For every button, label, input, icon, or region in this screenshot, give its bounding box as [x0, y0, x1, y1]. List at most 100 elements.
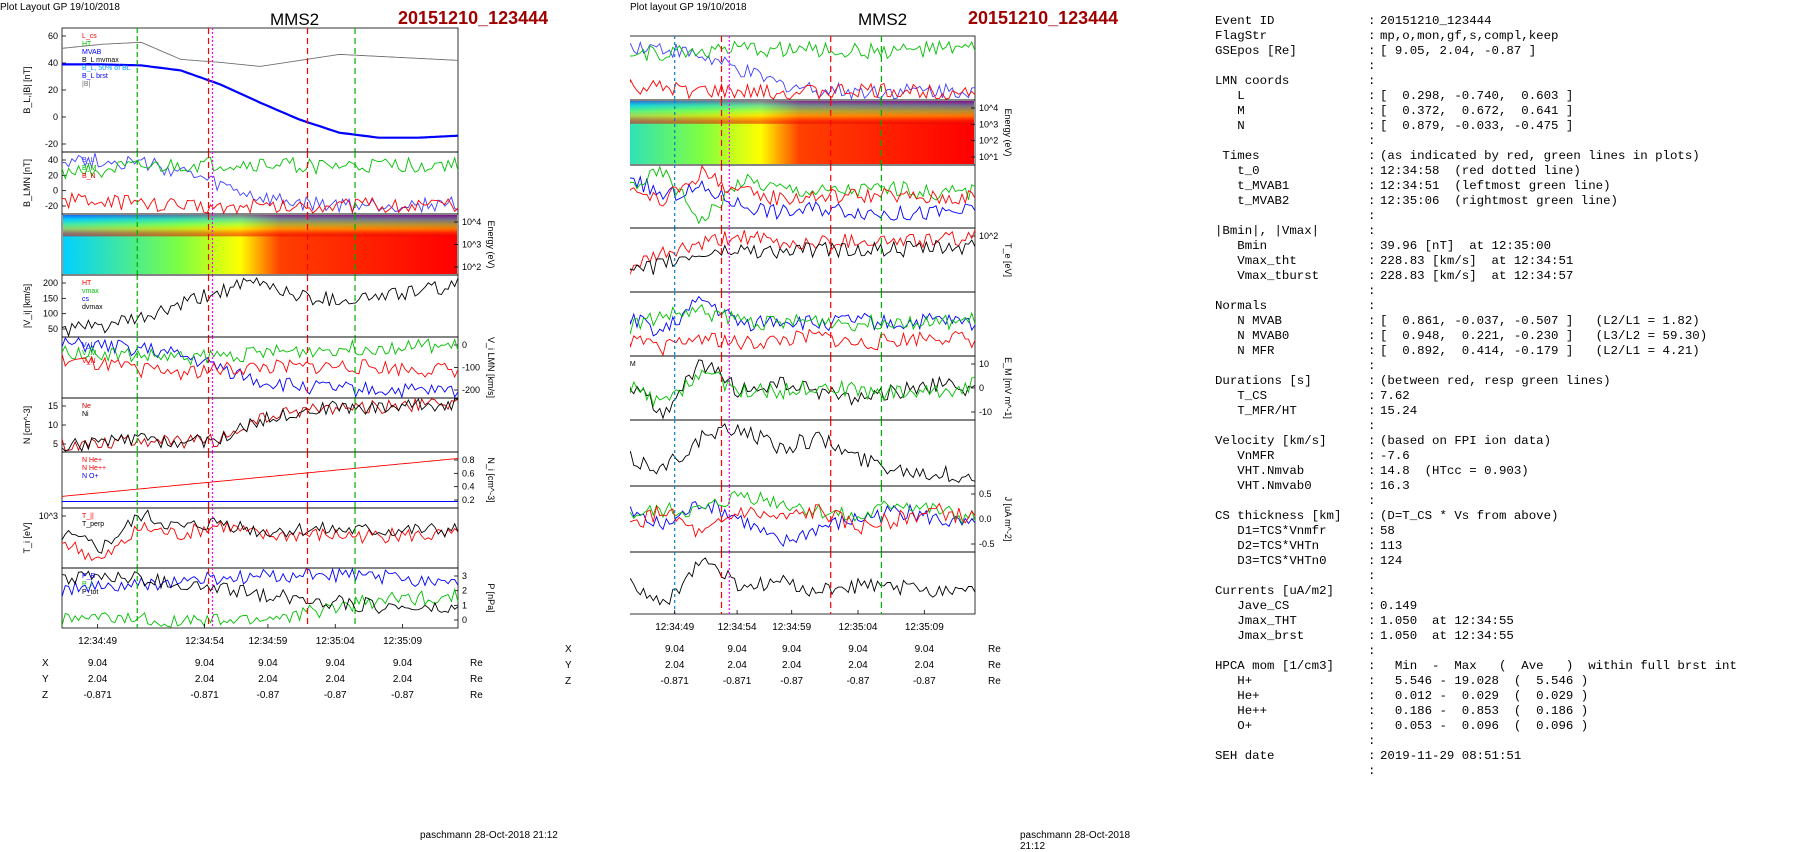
y-axis-label: |V_i| [km/s]: [22, 284, 32, 328]
summary-row: Jave_CS:0.149: [1215, 599, 1800, 614]
series-line--b-: [61, 41, 459, 67]
coord-value: 2.04: [325, 674, 345, 685]
y-axis-label: N_i [cm^-3]: [486, 457, 496, 502]
footer-label: paschmann 28-Oct-2018 21:12: [420, 830, 558, 841]
summary-key: GSEpos [Re]: [1215, 44, 1297, 58]
legend-entry: V_N: [82, 358, 96, 365]
x-tick-label: 12:35:09: [905, 622, 944, 633]
summary-row: Jmax_brst:1.050 at 12:34:55: [1215, 629, 1800, 644]
summary-colon: :: [1368, 149, 1376, 163]
y-tick-label: 3: [462, 571, 467, 581]
summary-colon: :: [1368, 719, 1376, 733]
chart-panel: 0.50.0-0.5J [uA m^-2]J_LJ_MJ_N: [630, 485, 1013, 553]
legend-entry: V_M: [82, 350, 97, 357]
summary-key: H+: [1215, 674, 1253, 688]
summary-colon: :: [1368, 419, 1376, 433]
coord-value: -0.87: [391, 690, 414, 701]
legend-entry: T_perp: [82, 521, 104, 528]
series-line-j-m: [630, 490, 976, 525]
x-tick-label: 12:35:09: [383, 636, 422, 647]
series-line-b-l: [630, 40, 976, 101]
summary-row: T_MFR/HT:15.24: [1215, 404, 1800, 419]
series-line-t-: [61, 520, 459, 562]
panel-frame: [630, 551, 976, 615]
summary-colon: :: [1368, 179, 1376, 193]
chart-panel: 100-10E_M [mV m^-1](VexB)_ME_M: [630, 355, 1013, 421]
y-tick-label: 0: [53, 112, 58, 122]
y-tick-label: 0.8: [462, 455, 475, 465]
spacecraft-label: MMS2: [858, 10, 908, 29]
summary-row: :: [1215, 209, 1800, 224]
y-axis-label: B_L,|B| [nT]: [22, 66, 32, 113]
summary-row: Event ID:20151210_123444: [1215, 14, 1800, 29]
summary-value: 0.053 - 0.096 ( 0.096 ): [1380, 719, 1589, 733]
panel-frame: [61, 451, 459, 509]
coord-value: 2.04: [258, 674, 278, 685]
series-line--vexb-m: [630, 359, 976, 420]
y-axis-label: N [cm^-3]: [22, 406, 32, 444]
spectrogram-band: [630, 101, 974, 124]
y-tick-label: 200: [43, 278, 58, 288]
summary-colon: :: [1368, 29, 1376, 43]
y-tick-label: 10: [48, 420, 58, 430]
panel-frame: [61, 274, 459, 338]
y-tick-label: 150: [43, 293, 58, 303]
legend-entry: HT: [82, 41, 92, 48]
summary-row: He++: 0.186 - 0.853 ( 0.186 ): [1215, 704, 1800, 719]
legend-entry: L_cs: [82, 33, 97, 40]
coord-label: X: [42, 658, 49, 669]
y-tick-label: 20: [48, 85, 58, 95]
y-tick-label: 5: [53, 439, 58, 449]
summary-key: O+: [1215, 719, 1253, 733]
summary-key: |Bmin|, |Vmax|: [1215, 224, 1320, 238]
summary-value: [ 0.948, 0.221, -0.230 ] (L3/L2 = 59.30): [1380, 329, 1708, 343]
summary-key: t_MVAB1: [1215, 179, 1290, 193]
summary-value: 0.186 - 0.853 ( 0.186 ): [1380, 704, 1589, 718]
coord-value: 9.04: [914, 644, 935, 655]
legend-entry: HT: [82, 280, 92, 287]
summary-row: H+: 5.546 - 19.028 ( 5.546 ): [1215, 674, 1800, 689]
chart-panel: 10^3 T_i [eV] T_||T_perp: [22, 507, 459, 569]
y-axis-label: T_i [eV]: [22, 522, 32, 553]
summary-colon: :: [1368, 674, 1376, 688]
chart-panel: 1.00.80.60.40.2|J| [uA m^-2]|J|: [630, 419, 976, 487]
summary-colon: :: [1368, 239, 1376, 253]
y-tick-label: 2: [462, 586, 467, 596]
series-line-v-m: [630, 165, 976, 225]
summary-row: Vmax_tburst:228.83 [km/s] at 12:34:57: [1215, 269, 1800, 284]
summary-colon: :: [1368, 644, 1376, 658]
chart-panel: 10^2T_e [eV]T_||T_perp: [630, 227, 1013, 293]
summary-row: |Bmin|, |Vmax|:: [1215, 224, 1800, 239]
coord-value: 2.04: [392, 674, 413, 685]
series-line-p-i: [61, 587, 459, 628]
summary-value: (D=T_CS * Vs from above): [1380, 509, 1559, 523]
summary-row: VHT.Nmvab0:16.3: [1215, 479, 1800, 494]
summary-row: N MVAB: [ 0.861, -0.037, -0.507 ] (L2/L1 …: [1215, 314, 1800, 329]
series-line-v-l: [61, 337, 459, 399]
summary-colon: :: [1368, 14, 1376, 28]
summary-colon: :: [1368, 494, 1376, 508]
summary-key: He++: [1215, 704, 1268, 718]
summary-row: VHT.Nmvab:14.8 (HTcc = 0.903): [1215, 464, 1800, 479]
y-tick-label: 40: [48, 58, 58, 68]
summary-colon: :: [1368, 539, 1376, 553]
summary-colon: :: [1368, 134, 1376, 148]
y-tick-label: 0.6: [462, 468, 475, 478]
y-axis-label: B_LMN [nT]: [22, 159, 32, 207]
summary-colon: :: [1368, 659, 1376, 673]
summary-colon: :: [1368, 734, 1376, 748]
summary-row: :: [1215, 494, 1800, 509]
summary-key: L: [1215, 89, 1245, 103]
summary-row: Durations [s]: (between red, resp green l…: [1215, 374, 1800, 389]
coord-value: -0.87: [912, 676, 936, 687]
summary-key: M: [1215, 104, 1245, 118]
coord-value: 9.04: [781, 644, 802, 655]
summary-colon: :: [1368, 689, 1376, 703]
series-line-b-l-brst: [62, 63, 459, 139]
y-axis-label: P [nPa]: [486, 583, 496, 612]
coord-value: -0.87: [323, 690, 347, 701]
y-tick-label: -0.5: [979, 539, 995, 549]
summary-row: SEH date:2019-11-29 08:51:51: [1215, 749, 1800, 764]
